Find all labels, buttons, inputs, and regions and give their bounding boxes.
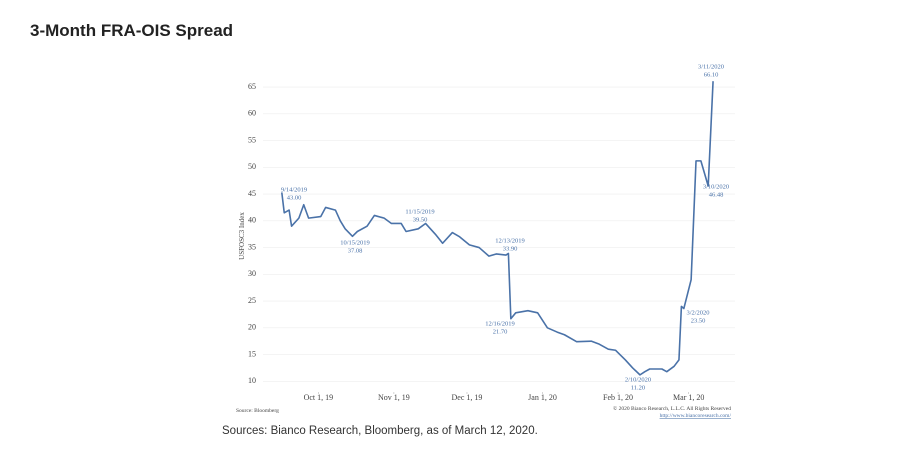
y-tick-label: 10 <box>248 376 256 385</box>
chart-title: 3-Month FRA-OIS Spread <box>30 21 233 40</box>
source-note: Source: Bloomberg <box>236 408 279 414</box>
annotation-value: 33.90 <box>503 245 518 252</box>
annotation-value: 23.50 <box>691 317 706 324</box>
annotation-date: 3/10/2020 <box>703 183 729 190</box>
y-tick-label: 40 <box>248 216 256 225</box>
x-tick-label: Dec 1, 19 <box>452 393 483 402</box>
annotation-date: 10/15/2019 <box>340 239 370 246</box>
y-tick-label: 20 <box>248 323 256 332</box>
annotation-date: 3/2/2020 <box>686 309 709 316</box>
x-tick-label: Jan 1, 20 <box>528 393 557 402</box>
y-tick-label: 65 <box>248 82 256 91</box>
caption: Sources: Bianco Research, Bloomberg, as … <box>222 425 538 437</box>
annotation-date: 2/10/2020 <box>625 376 651 383</box>
annotation-date: 12/16/2019 <box>485 320 515 327</box>
x-tick-label: Feb 1, 20 <box>603 393 633 402</box>
website-link: http://www.biancoresearch.com/ <box>660 413 732 419</box>
y-tick-label: 45 <box>248 189 256 198</box>
y-tick-label: 25 <box>248 296 256 305</box>
y-tick-label: 35 <box>248 242 256 251</box>
copyright: © 2020 Bianco Research, L.L.C. All Right… <box>613 405 731 412</box>
y-tick-label: 15 <box>248 349 256 358</box>
annotation-value: 39.50 <box>413 216 428 223</box>
y-axis-label: USFOSC3 Index <box>238 212 246 260</box>
y-tick-label: 55 <box>248 135 256 144</box>
data-line <box>281 81 714 376</box>
y-tick-label: 30 <box>248 269 256 278</box>
annotation-value: 66.10 <box>704 71 719 78</box>
annotation-date: 12/13/2019 <box>495 237 525 244</box>
annotation-date: 9/14/2019 <box>281 186 307 193</box>
annotation-value: 11.20 <box>631 384 645 391</box>
annotation-value: 21.70 <box>493 328 508 335</box>
x-tick-label: Nov 1, 19 <box>378 393 410 402</box>
annotation-value: 46.48 <box>709 191 724 198</box>
annotation-value: 37.08 <box>348 247 363 254</box>
x-tick-label: Mar 1, 20 <box>673 393 704 402</box>
y-tick-label: 50 <box>248 162 256 171</box>
annotation-date: 11/15/2019 <box>405 208 434 215</box>
y-tick-label: 60 <box>248 109 256 118</box>
x-tick-label: Oct 1, 19 <box>304 393 334 402</box>
annotation-date: 3/11/2020 <box>698 63 724 70</box>
annotation-value: 43.00 <box>287 194 302 201</box>
